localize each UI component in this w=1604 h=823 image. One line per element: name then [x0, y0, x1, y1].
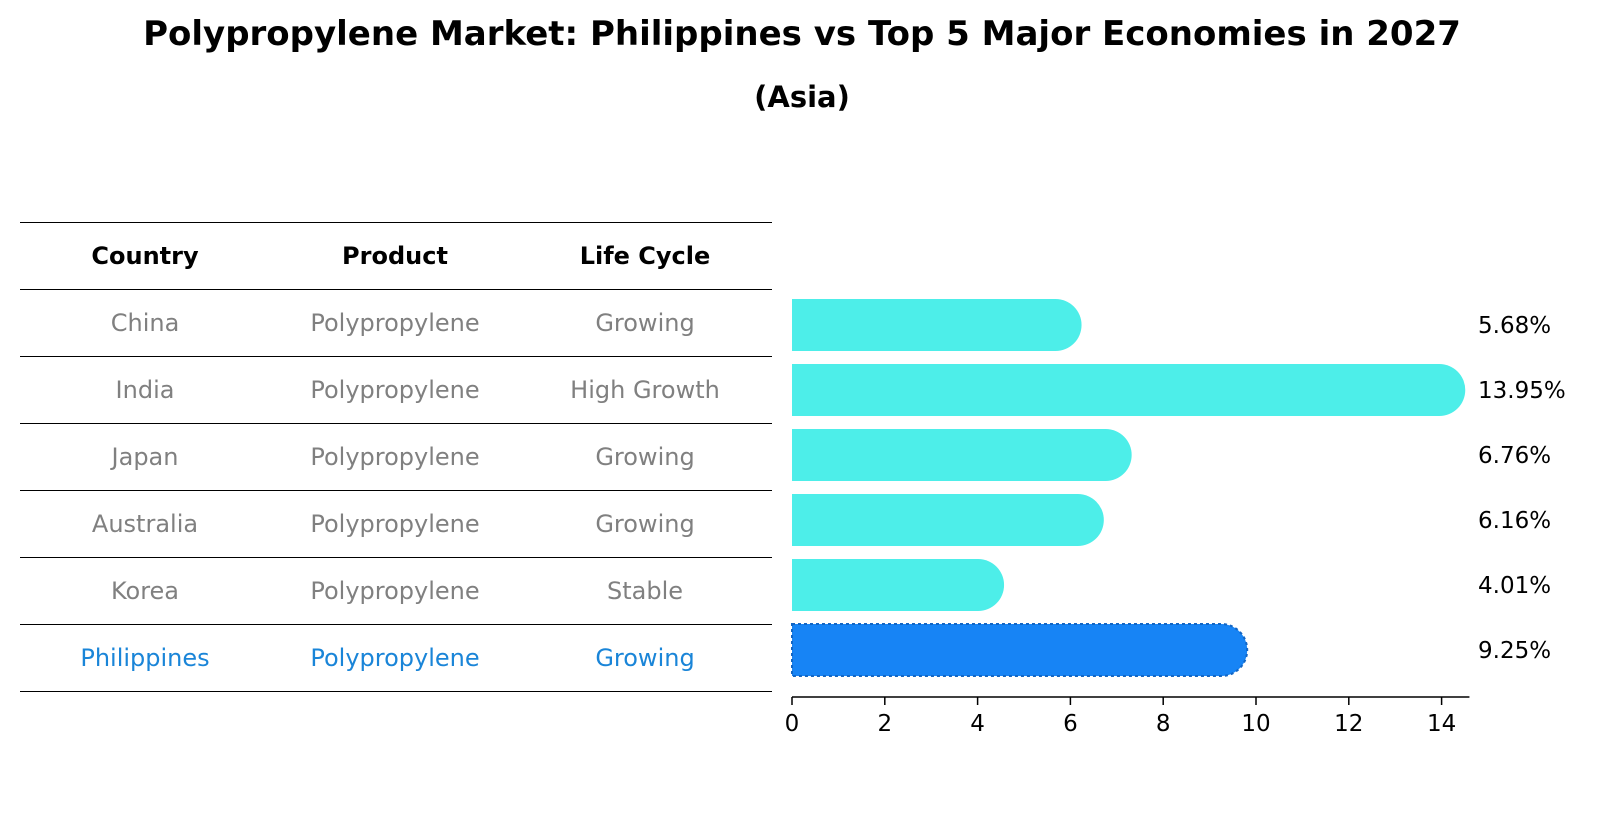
cell-product: Polypropylene [310, 510, 480, 538]
value-label: 6.16% [1478, 508, 1551, 534]
cell-life-cycle: High Growth [570, 376, 720, 404]
data-table: Country Product Life Cycle China Polypro… [20, 222, 772, 692]
value-label: 13.95% [1478, 378, 1566, 404]
cell-country: Australia [91, 510, 199, 538]
chart-title: Polypropylene Market: Philippines vs Top… [143, 14, 1461, 54]
cell-life-cycle: Growing [595, 510, 695, 538]
x-tick-label: 2 [877, 711, 892, 737]
value-label: 6.76% [1478, 443, 1551, 469]
cell-life-cycle: Growing [595, 644, 695, 672]
x-tick-label: 4 [970, 711, 985, 737]
cell-country: Philippines [80, 644, 210, 672]
header-life-cycle: Life Cycle [579, 242, 711, 270]
x-tick-label: 12 [1334, 711, 1363, 737]
cell-product: Polypropylene [310, 376, 480, 404]
bar-japan [792, 429, 1132, 481]
x-tick-label: 6 [1063, 711, 1078, 737]
value-labels: 5.68% 13.95% 6.76% 6.16% 4.01% 9.25% [1478, 313, 1566, 664]
value-label: 9.25% [1478, 638, 1551, 664]
header-product: Product [342, 242, 448, 270]
table-row: India Polypropylene High Growth [20, 356, 772, 423]
value-label: 4.01% [1478, 573, 1551, 599]
cell-product: Polypropylene [310, 577, 480, 605]
header-country: Country [91, 242, 199, 270]
bar-india [792, 364, 1466, 416]
cell-life-cycle: Stable [606, 577, 684, 605]
cell-country: Korea [110, 577, 180, 605]
table-row: Korea Polypropylene Stable [20, 557, 772, 624]
chart-subtitle: (Asia) [754, 80, 850, 114]
table-row: Japan Polypropylene Growing [20, 423, 772, 490]
x-tick-label: 8 [1156, 711, 1171, 737]
bar-korea [792, 559, 1005, 611]
x-axis: 0 2 4 6 8 10 12 14 [785, 696, 1470, 737]
bar-china [792, 299, 1082, 351]
table-header-row: Country Product Life Cycle [20, 222, 772, 289]
cell-country: India [115, 376, 175, 404]
cell-country: Japan [111, 443, 179, 471]
x-tick-label: 0 [785, 711, 800, 737]
cell-life-cycle: Growing [595, 309, 695, 337]
table-row: China Polypropylene Growing [20, 289, 772, 356]
table-row: Australia Polypropylene Growing [20, 490, 772, 557]
bar-series [791, 299, 1466, 677]
cell-life-cycle: Growing [595, 443, 695, 471]
table-row-highlighted: Philippines Polypropylene Growing [20, 624, 772, 692]
cell-country: China [110, 309, 180, 337]
x-tick-label: 14 [1427, 711, 1456, 737]
cell-product: Polypropylene [310, 309, 480, 337]
x-tick-label: 10 [1241, 711, 1270, 737]
bar-philippines [791, 623, 1249, 677]
value-label: 5.68% [1478, 313, 1551, 339]
cell-product: Polypropylene [310, 443, 480, 471]
bar-australia [792, 494, 1104, 546]
cell-product: Polypropylene [310, 644, 480, 672]
